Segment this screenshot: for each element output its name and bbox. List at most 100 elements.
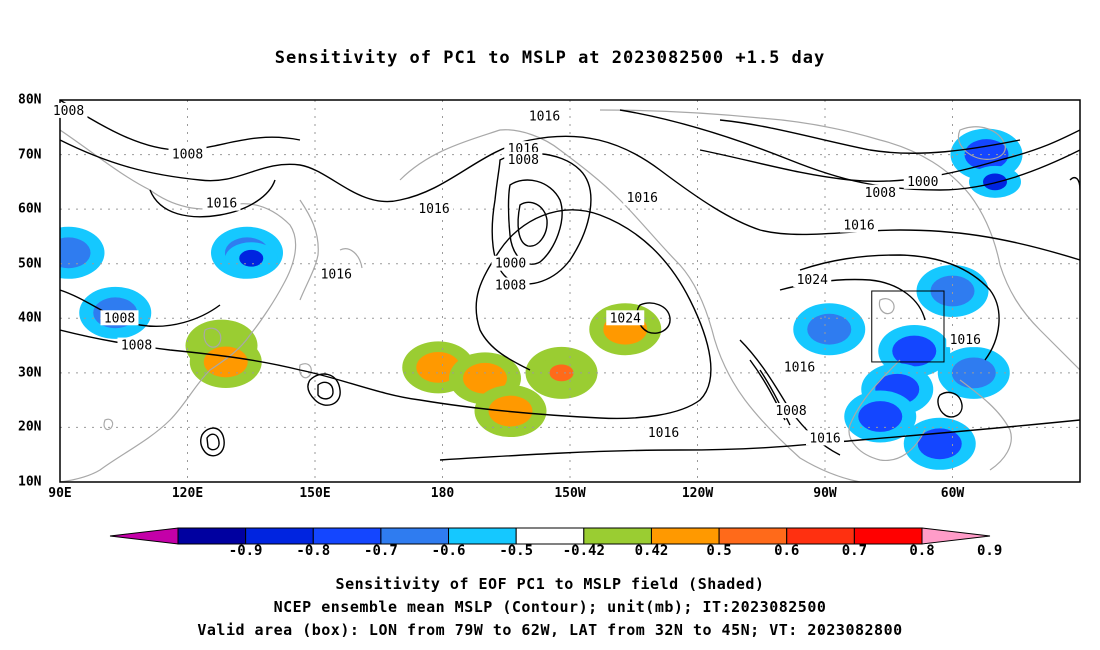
latitude-tick-label: 10N [18, 474, 42, 490]
contour-label-background [861, 184, 900, 200]
contour-label-background [772, 403, 810, 419]
contour-label: 1024 [797, 273, 828, 288]
contour-label: 1024 [610, 311, 641, 326]
map-title: Sensitivity of PC1 to MSLP at 2023082500… [274, 48, 826, 68]
contour-label-background [202, 195, 241, 211]
contour-label-background [946, 332, 985, 348]
valid-area-box [871, 290, 945, 363]
sensitivity-region [964, 139, 1009, 170]
longitude-tick-label: 180 [430, 486, 455, 501]
contour-label: 1008 [121, 339, 152, 354]
contour-label: 1016 [627, 191, 658, 206]
caption-line-2: NCEP ensemble mean MSLP (Contour); unit(… [273, 598, 827, 616]
sensitivity-region [892, 335, 937, 367]
colorbar-max-arrow [921, 527, 991, 545]
contour-label-background [793, 272, 832, 288]
contour-label: 1008 [53, 104, 84, 119]
contour-label: 1008 [495, 279, 526, 294]
colorbar-tick-label: 0.8 [909, 543, 935, 559]
colorbar-segment [650, 527, 720, 545]
colorbar-tick-label: -0.8 [296, 543, 331, 559]
colorbar-tick-label: 0.5 [706, 543, 732, 559]
colorbar-tick-label: 0.9 [976, 543, 1003, 559]
contour-label-background [806, 430, 844, 446]
contour-label: 1008 [104, 311, 135, 326]
contour-label: 1016 [809, 431, 840, 446]
latitude-tick-label: 70N [18, 147, 42, 163]
longitude-tick-label: 120E [171, 486, 204, 501]
contour-label-background [606, 310, 645, 326]
sensitivity-region [463, 362, 507, 394]
longitude-tick-label: 150W [554, 486, 586, 501]
contour-label-background [49, 102, 88, 118]
colorbar-segment [245, 527, 314, 545]
contour-label: 1000 [907, 175, 938, 190]
colorbar-tick-label: -0.6 [431, 543, 466, 559]
contour-label-layer: 1008100810161016100810081016101610081016… [49, 102, 985, 446]
contour-label-background [491, 255, 530, 271]
contour-label: 1008 [172, 148, 203, 163]
longitude-tick-label: 120W [681, 486, 714, 501]
contour-label-background [117, 337, 156, 353]
sensitivity-region [549, 364, 574, 382]
latitude-tick-label: 50N [18, 256, 42, 272]
sensitivity-region [858, 401, 903, 432]
colorbar-segment [853, 527, 923, 545]
colorbar [109, 527, 991, 545]
contour-label-background [504, 152, 543, 168]
colorbar-tick-label: -0.7 [364, 543, 398, 559]
contour-label: 1016 [321, 268, 352, 283]
contour-label: 1016 [950, 333, 981, 348]
plot-frame [59, 99, 1081, 483]
contour-label-background [491, 277, 530, 293]
valid-area-box-layer [871, 290, 945, 363]
longitude-tick-label: 150E [299, 486, 331, 501]
coastlines [60, 109, 1080, 482]
contour-label: 1016 [784, 360, 815, 375]
colorbar-tick-label: -0.9 [228, 543, 263, 559]
sensitivity-region [917, 428, 962, 460]
latitude-tick-label: 80N [18, 92, 42, 108]
sensitivity-region [239, 249, 264, 267]
contour-label: 1008 [508, 153, 539, 168]
contour-label-background [168, 146, 207, 162]
sensitivity-region [416, 352, 461, 383]
contour-label: 1016 [843, 219, 874, 234]
longitude-tick-label: 60W [940, 486, 965, 501]
contour-label-background [525, 108, 564, 124]
contour-label: 1000 [495, 257, 526, 272]
contour-label-background [415, 201, 453, 217]
contour-label: 1016 [529, 109, 560, 124]
contour-label: 1016 [418, 202, 449, 217]
colorbar-segment [177, 527, 247, 545]
contour-label-background [903, 173, 942, 189]
colorbar-segment [448, 527, 517, 545]
colorbar-segment [583, 527, 652, 545]
colorbar-tick-label: -0.42 [562, 543, 605, 559]
caption-line-3: Valid area (box): LON from 79W to 62W, L… [197, 621, 903, 639]
colorbar-tick-label: -0.5 [499, 543, 534, 559]
latitude-tick-label: 60N [18, 201, 42, 217]
caption-line-1: Sensitivity of EOF PC1 to MSLP field (Sh… [335, 575, 765, 593]
colorbar-segment [515, 527, 585, 545]
colorbar-segment [718, 527, 788, 545]
longitude-tick-label: 90E [48, 486, 72, 501]
colorbar-segment [786, 527, 855, 545]
sensitivity-region [203, 346, 248, 378]
sensitivity-region [983, 173, 1007, 191]
colorbar-tick-label: 0.7 [841, 543, 868, 559]
contour-label-background [780, 359, 819, 375]
latitude-tick-label: 40N [18, 310, 42, 326]
latitude-tick-label: 20N [18, 419, 42, 435]
contour-label-background [644, 424, 683, 440]
contour-label-background [623, 190, 662, 206]
latitude-tick-label: 30N [18, 365, 42, 381]
contour-label: 1008 [865, 186, 896, 201]
colorbar-tick-label: 0.6 [774, 543, 800, 559]
colorbar-tick-label: 0.42 [634, 543, 669, 559]
contour-label: 1008 [775, 404, 806, 419]
contour-label: 1016 [206, 197, 237, 212]
contour-label-background [840, 217, 878, 233]
contour-label-background [100, 310, 139, 326]
